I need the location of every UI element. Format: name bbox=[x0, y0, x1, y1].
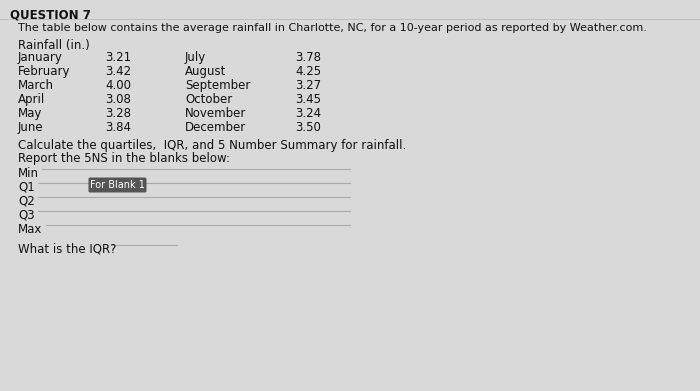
FancyBboxPatch shape bbox=[88, 178, 146, 192]
Text: April: April bbox=[18, 93, 46, 106]
Text: 3.28: 3.28 bbox=[105, 107, 131, 120]
Text: September: September bbox=[185, 79, 251, 92]
Text: Max: Max bbox=[18, 223, 43, 236]
Text: For Blank 1: For Blank 1 bbox=[90, 180, 145, 190]
Text: May: May bbox=[18, 107, 43, 120]
Text: 3.27: 3.27 bbox=[295, 79, 321, 92]
Text: 4.00: 4.00 bbox=[105, 79, 131, 92]
Text: 3.42: 3.42 bbox=[105, 65, 131, 78]
Text: 3.84: 3.84 bbox=[105, 121, 131, 134]
Text: Min: Min bbox=[18, 167, 39, 180]
Text: October: October bbox=[185, 93, 232, 106]
Text: Rainfall (in.): Rainfall (in.) bbox=[18, 39, 90, 52]
Text: The table below contains the average rainfall in Charlotte, NC, for a 10-year pe: The table below contains the average rai… bbox=[18, 23, 647, 33]
Text: 3.21: 3.21 bbox=[105, 51, 131, 64]
Text: March: March bbox=[18, 79, 54, 92]
Text: 3.45: 3.45 bbox=[295, 93, 321, 106]
Text: July: July bbox=[185, 51, 206, 64]
Text: QUESTION 7: QUESTION 7 bbox=[10, 9, 91, 22]
Text: Q2: Q2 bbox=[18, 195, 35, 208]
Text: December: December bbox=[185, 121, 246, 134]
Text: August: August bbox=[185, 65, 226, 78]
Text: Report the 5NS in the blanks below:: Report the 5NS in the blanks below: bbox=[18, 152, 230, 165]
Text: 3.78: 3.78 bbox=[295, 51, 321, 64]
Text: Q3: Q3 bbox=[18, 209, 34, 222]
Text: Calculate the quartiles,  IQR, and 5 Number Summary for rainfall.: Calculate the quartiles, IQR, and 5 Numb… bbox=[18, 139, 406, 152]
Text: Q1: Q1 bbox=[18, 181, 35, 194]
Text: What is the IQR?: What is the IQR? bbox=[18, 243, 116, 256]
Text: 3.08: 3.08 bbox=[105, 93, 131, 106]
Text: 4.25: 4.25 bbox=[295, 65, 321, 78]
Text: November: November bbox=[185, 107, 246, 120]
Text: 3.50: 3.50 bbox=[295, 121, 321, 134]
Text: 3.24: 3.24 bbox=[295, 107, 321, 120]
Text: January: January bbox=[18, 51, 63, 64]
Text: February: February bbox=[18, 65, 71, 78]
Text: June: June bbox=[18, 121, 43, 134]
